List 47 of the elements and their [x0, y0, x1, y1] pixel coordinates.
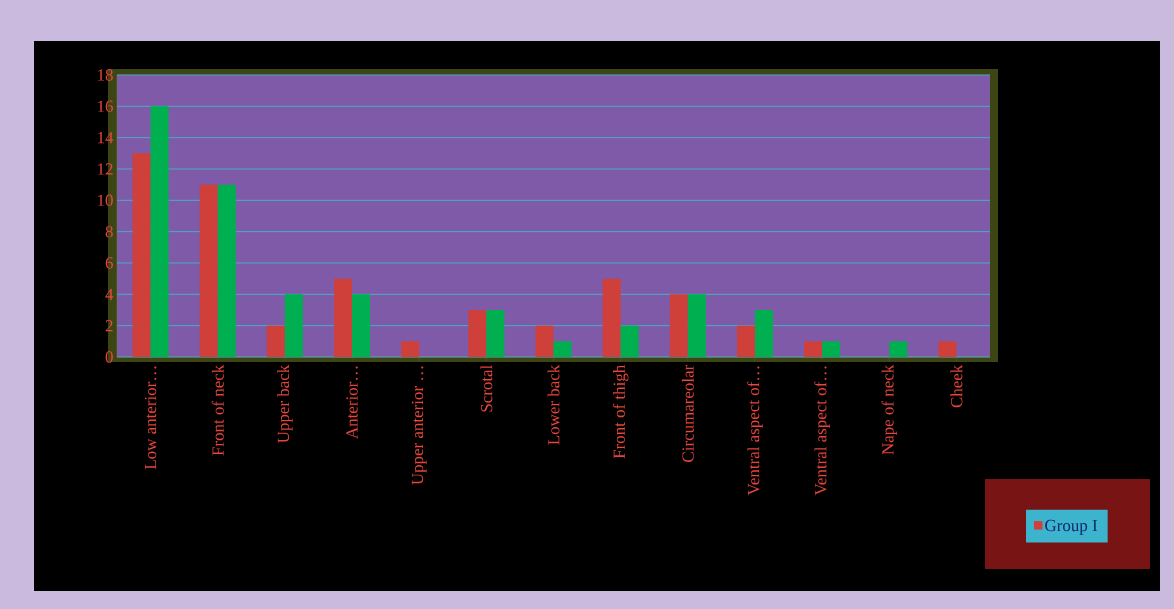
- bar: [217, 184, 236, 357]
- bar: [602, 278, 621, 357]
- x-tick-label: Ventral aspect of…: [747, 366, 763, 496]
- bar: [334, 278, 353, 357]
- bar: [486, 309, 505, 357]
- bar: [352, 294, 371, 357]
- bar: [468, 309, 487, 357]
- x-tick-label: Ventral aspect of…: [814, 366, 830, 496]
- bar: [284, 294, 303, 357]
- bar: [199, 184, 218, 357]
- bar: [889, 341, 908, 357]
- y-tick-label: 16: [98, 100, 113, 113]
- x-tick-label: Nape of neck: [881, 364, 898, 455]
- bar: [736, 325, 755, 357]
- bar: [553, 341, 572, 357]
- y-tick-label: 14: [98, 132, 114, 144]
- bar: [150, 106, 169, 357]
- x-tick-label: Front of thigh: [612, 364, 629, 459]
- x-tick-label: Upper back: [277, 364, 293, 443]
- bar: [754, 309, 773, 357]
- legend-label: Group I: [1045, 519, 1098, 535]
- y-tick-label: 8: [105, 225, 113, 238]
- y-tick-label: 12: [98, 163, 113, 175]
- y-tick-label: 6: [105, 257, 113, 269]
- y-tick-label: 10: [98, 194, 113, 207]
- y-tick-label: 18: [98, 69, 113, 81]
- x-tick-label: Anterior…: [346, 366, 358, 439]
- bar: [266, 325, 285, 357]
- bar: [687, 294, 706, 357]
- y-tick-label: 0: [105, 351, 113, 363]
- bar: [620, 325, 639, 357]
- x-tick-label: Low anterior…: [144, 366, 157, 470]
- bar: [669, 294, 688, 357]
- bar: [401, 341, 420, 357]
- x-tick-label: Scrotal: [480, 365, 493, 412]
- bar: [132, 153, 151, 357]
- x-tick-label: Front of neck: [211, 364, 224, 456]
- x-tick-label: Cheek: [950, 364, 963, 408]
- y-tick-label: 2: [105, 320, 113, 332]
- bar: [804, 341, 823, 357]
- x-tick-label: Circumareolar: [681, 364, 694, 462]
- bar: [938, 341, 957, 357]
- bar: [535, 325, 554, 357]
- x-tick-label: Lower back: [547, 364, 560, 445]
- bar: [822, 341, 841, 357]
- y-tick-label: 4: [105, 288, 114, 300]
- x-tick-label: Upper anterior …: [411, 366, 427, 485]
